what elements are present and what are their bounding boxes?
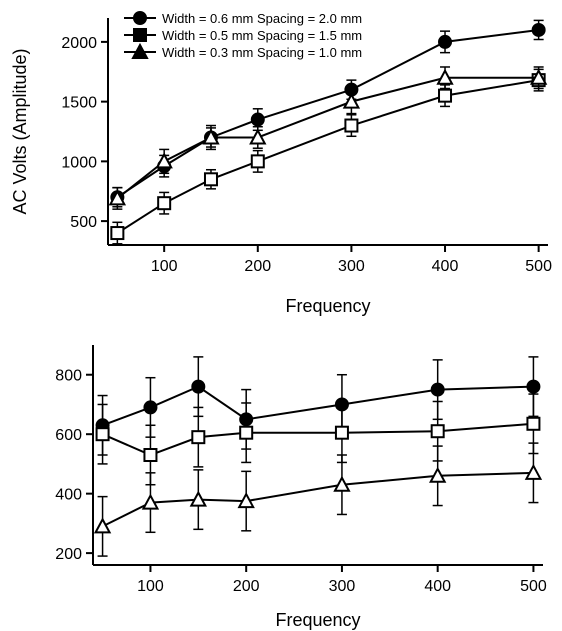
data-point bbox=[143, 448, 158, 462]
x-tick-label: 100 bbox=[137, 578, 164, 595]
data-point bbox=[155, 152, 173, 169]
y-axis-label: AC Volts (Amplitude) bbox=[10, 48, 30, 214]
data-point bbox=[436, 68, 454, 85]
data-point bbox=[250, 112, 265, 127]
data-point bbox=[191, 379, 206, 394]
legend-label: Width = 0.3 mm Spacing = 1.0 mm bbox=[162, 45, 362, 60]
series-line bbox=[102, 385, 534, 427]
chart-bottom: 200 400 600 800 100 200 300 400 500 Frequency bbox=[55, 345, 547, 630]
data-point bbox=[202, 128, 220, 145]
x-tick-label: 300 bbox=[329, 578, 356, 595]
data-point bbox=[524, 463, 543, 480]
data-point bbox=[438, 34, 453, 49]
x-axis-label: Frequency bbox=[275, 610, 360, 630]
data-point bbox=[430, 424, 445, 439]
data-point bbox=[526, 416, 541, 431]
series-line bbox=[102, 422, 534, 457]
y-tick-label: 400 bbox=[55, 487, 82, 504]
x-tick-label: 500 bbox=[525, 258, 552, 275]
y-tick-label: 2000 bbox=[61, 35, 97, 52]
data-point bbox=[95, 427, 110, 442]
data-point bbox=[529, 68, 548, 85]
data-point bbox=[110, 226, 125, 241]
legend-marker bbox=[133, 11, 147, 25]
data-point bbox=[189, 490, 207, 507]
data-point bbox=[237, 491, 255, 509]
data-point bbox=[239, 425, 254, 440]
data-point bbox=[531, 22, 546, 37]
x-tick-label: 300 bbox=[338, 258, 365, 275]
series-triangle bbox=[93, 442, 543, 557]
legend: Width = 0.6 mm Spacing = 2.0 mm Width = 0… bbox=[124, 11, 362, 60]
x-tick-label: 200 bbox=[244, 258, 271, 275]
x-tick-label: 400 bbox=[432, 258, 459, 275]
legend-label: Width = 0.5 mm Spacing = 1.5 mm bbox=[162, 28, 362, 43]
x-tick-label: 400 bbox=[424, 578, 451, 595]
series-line bbox=[116, 76, 539, 200]
y-tick-label: 800 bbox=[55, 368, 82, 385]
data-point bbox=[344, 118, 359, 133]
data-point bbox=[191, 430, 206, 445]
data-point bbox=[141, 493, 160, 510]
y-tick-label: 200 bbox=[55, 546, 82, 563]
y-tick-label: 500 bbox=[70, 214, 97, 231]
data-point bbox=[203, 172, 218, 187]
data-point bbox=[430, 382, 445, 397]
data-point bbox=[93, 517, 112, 534]
y-tick-label: 1500 bbox=[61, 95, 97, 112]
data-point bbox=[334, 425, 349, 440]
data-point bbox=[108, 189, 127, 206]
x-tick-label: 200 bbox=[233, 578, 260, 595]
x-axis-label: Frequency bbox=[285, 296, 370, 316]
x-tick-label: 100 bbox=[151, 258, 178, 275]
data-point bbox=[250, 154, 265, 169]
data-point bbox=[143, 400, 158, 415]
data-point bbox=[333, 475, 351, 492]
legend-marker bbox=[131, 42, 149, 59]
data-point bbox=[526, 379, 541, 394]
series-circle bbox=[95, 356, 541, 456]
chart-top: 500 1000 1500 2000 100 200 300 400 500 Frequency A… bbox=[10, 11, 552, 316]
series-triangle bbox=[108, 66, 548, 210]
legend-marker bbox=[133, 28, 147, 42]
data-point bbox=[438, 88, 453, 103]
y-tick-label: 1000 bbox=[61, 154, 97, 171]
data-point bbox=[157, 196, 172, 211]
data-point bbox=[429, 466, 447, 483]
data-point bbox=[342, 92, 361, 109]
data-point bbox=[249, 128, 267, 145]
series-line bbox=[102, 471, 534, 528]
x-tick-label: 500 bbox=[520, 578, 547, 595]
y-tick-label: 600 bbox=[55, 427, 82, 444]
series-square bbox=[110, 68, 546, 245]
legend-label: Width = 0.6 mm Spacing = 2.0 mm bbox=[162, 11, 362, 26]
